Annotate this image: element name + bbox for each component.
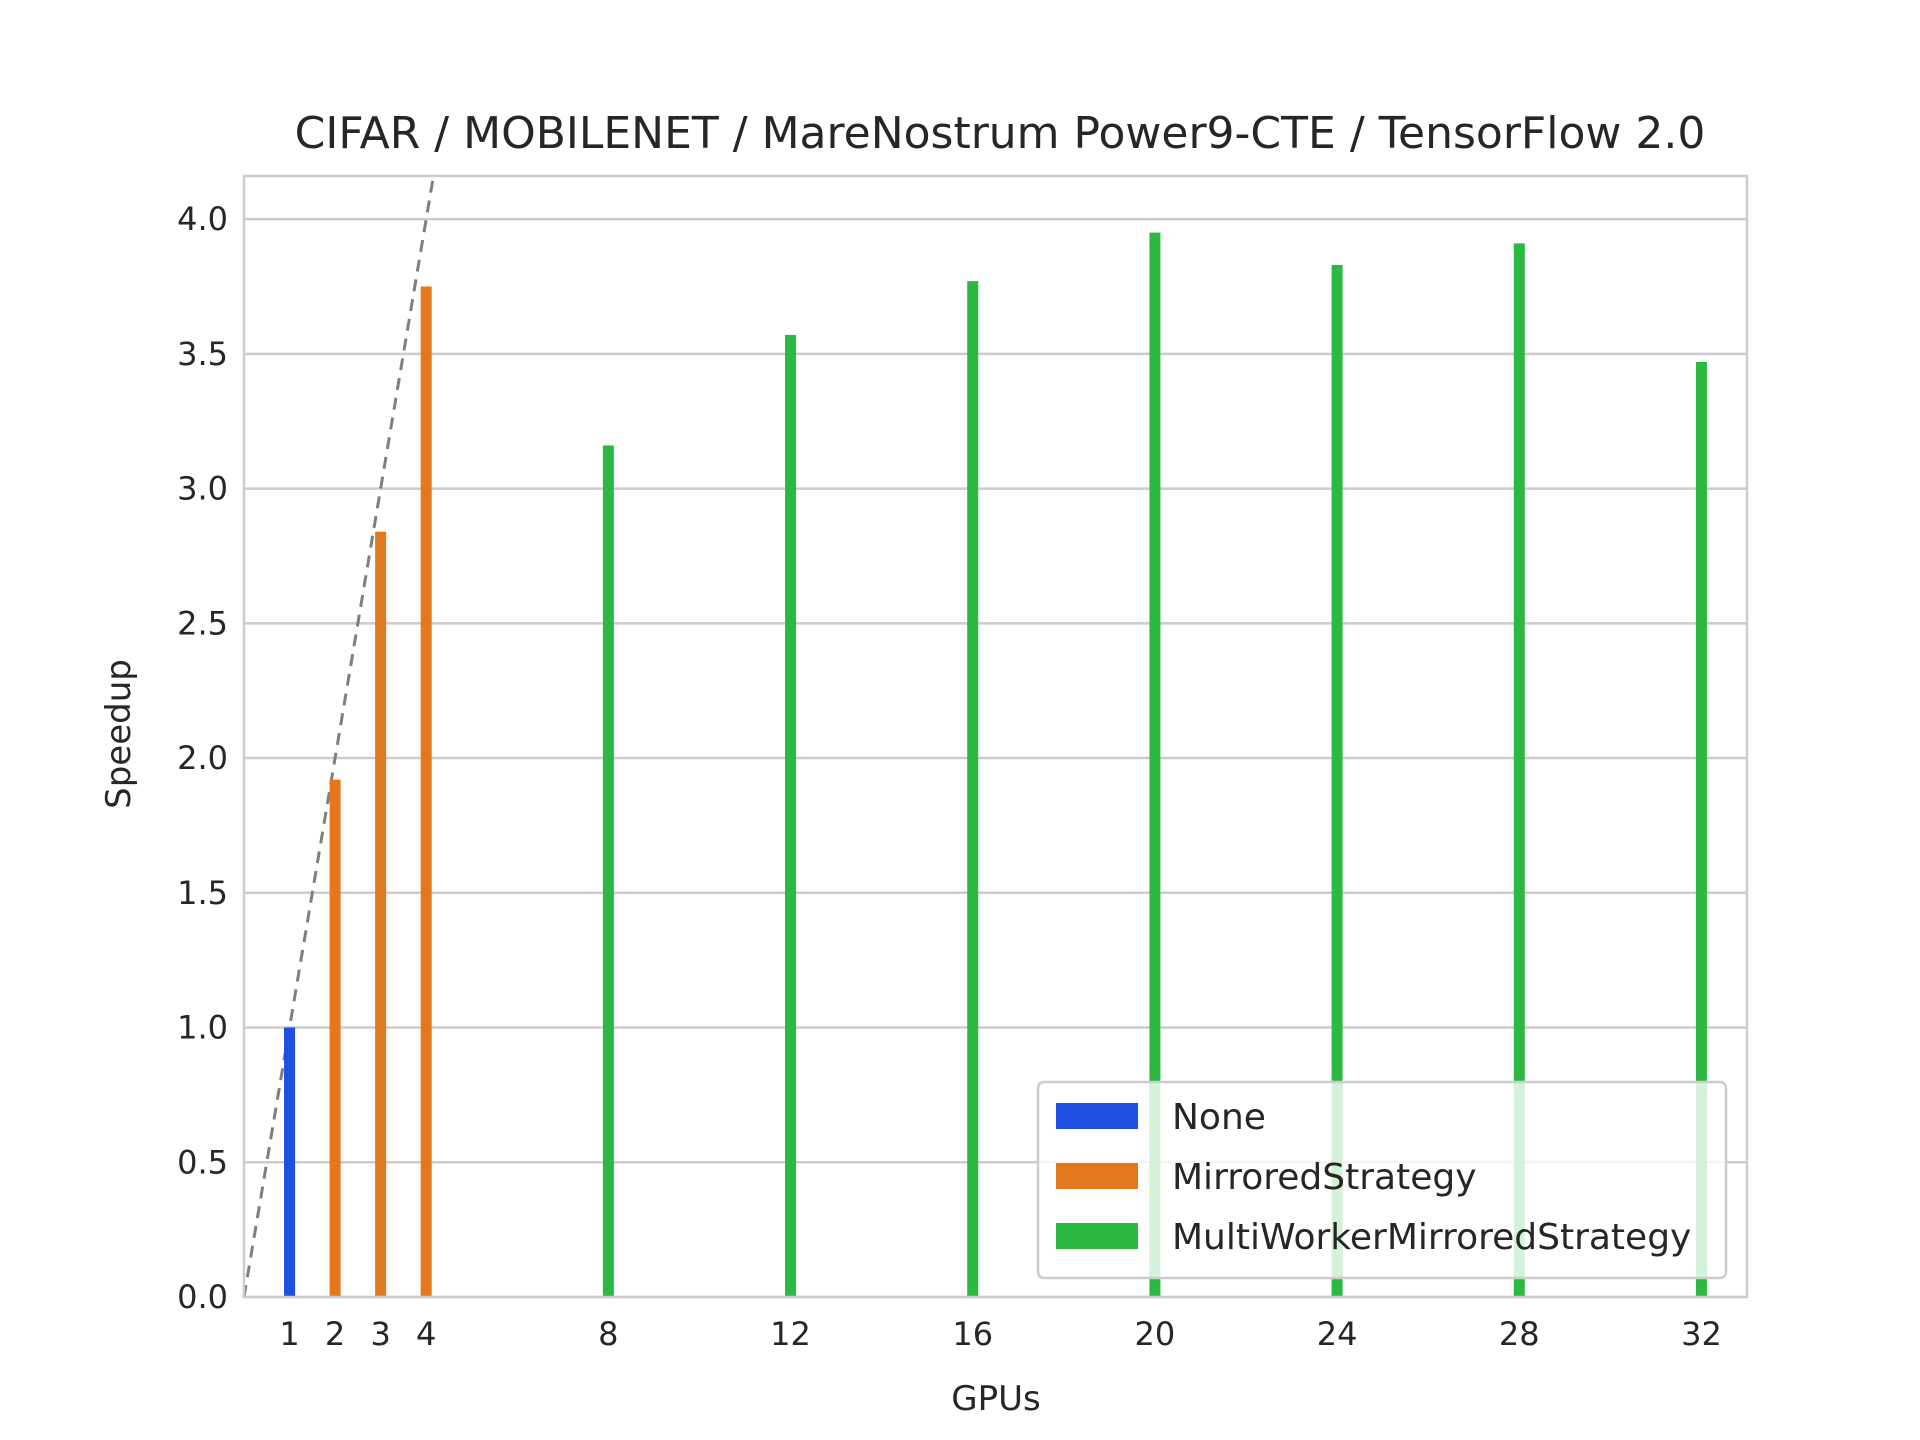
y-tick-label: 0.0 (177, 1278, 228, 1316)
x-tick-label: 24 (1317, 1315, 1358, 1353)
bar-multiworkermirroredstrategy-32-gpus (1695, 361, 1707, 1298)
ideal-speedup-line (242, 175, 435, 1298)
bar-multiworkermirroredstrategy-8-gpus (602, 445, 614, 1297)
x-tick-label: 8 (598, 1315, 618, 1353)
x-tick-label: 28 (1499, 1315, 1540, 1353)
plot-frame (242, 174, 1749, 1299)
bar-multiworkermirroredstrategy-16-gpus (967, 281, 979, 1297)
x-tick-label: 32 (1681, 1315, 1722, 1353)
y-tick-label: 2.0 (177, 739, 228, 777)
legend-swatch (1056, 1163, 1138, 1189)
bar-mirroredstrategy-4-gpus (420, 286, 432, 1298)
x-tick-label: 2 (325, 1315, 345, 1353)
ideal-speedup-line-group (242, 175, 435, 1298)
bar-multiworkermirroredstrategy-24-gpus (1331, 264, 1343, 1297)
x-tick-label: 16 (952, 1315, 993, 1353)
bar-mirroredstrategy-2-gpus (329, 779, 341, 1297)
y-axis-label: Speedup (99, 659, 139, 809)
x-tick-label: 12 (770, 1315, 811, 1353)
y-tick-label: 2.5 (177, 604, 228, 642)
legend-label: MultiWorkerMirroredStrategy (1172, 1217, 1691, 1258)
y-tick-labels: 0.0 0.5 1.0 1.5 2.0 2.5 3.0 3.5 4.0 (177, 200, 228, 1316)
bar-multiworkermirroredstrategy-20-gpus (1149, 232, 1161, 1297)
bar-multiworkermirroredstrategy-12-gpus (785, 334, 797, 1297)
y-tick-label: 3.0 (177, 470, 228, 508)
x-tick-label: 20 (1135, 1315, 1176, 1353)
chart-title: CIFAR / MOBILENET / MareNostrum Power9-C… (295, 108, 1706, 159)
legend-box (1036, 1080, 1728, 1280)
x-tick-label: 4 (416, 1315, 436, 1353)
y-tick-label: 1.0 (177, 1009, 228, 1047)
x-tick-labels: 1 2 3 4 8 12 16 20 24 28 32 (279, 1315, 1721, 1353)
bar-mirroredstrategy-3-gpus (375, 531, 387, 1297)
bars (284, 232, 1707, 1298)
bar-none-1-gpus (284, 1027, 296, 1297)
bar-multiworkermirroredstrategy-28-gpus (1513, 243, 1525, 1297)
legend-swatch (1056, 1103, 1138, 1129)
legend: None MirroredStrategy MultiWorkerMirroredS… (1036, 1080, 1728, 1280)
y-tick-label: 3.5 (177, 335, 228, 373)
legend-label: MirroredStrategy (1172, 1157, 1477, 1198)
gridlines (244, 217, 1747, 1299)
x-tick-label: 3 (370, 1315, 390, 1353)
x-axis-label: GPUs (951, 1379, 1040, 1419)
legend-label: None (1172, 1097, 1266, 1138)
y-tick-label: 1.5 (177, 874, 228, 912)
y-tick-label: 4.0 (177, 200, 228, 238)
y-tick-label: 0.5 (177, 1143, 228, 1181)
legend-swatch (1056, 1223, 1138, 1249)
x-tick-label: 1 (279, 1315, 299, 1353)
